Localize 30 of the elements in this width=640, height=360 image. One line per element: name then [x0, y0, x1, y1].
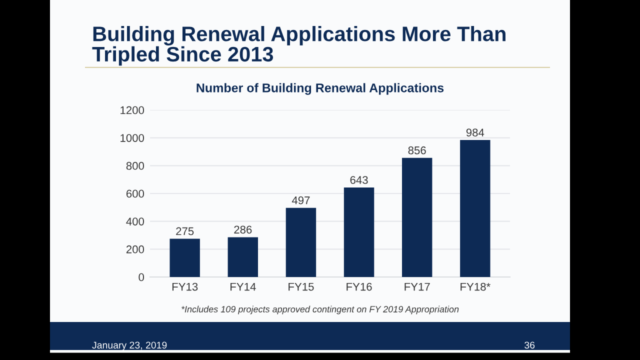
- bar: [228, 237, 258, 277]
- text: *Includes 109 projects approved contingent on FY 2019 Appropriation: [182, 306, 459, 314]
- x-tick-label: FY14: [230, 282, 256, 291]
- y-tick-label: 1200: [120, 106, 144, 114]
- y-tick-label: 600: [126, 190, 144, 198]
- data-label: 275: [176, 227, 194, 236]
- y-tick-label: 800: [126, 162, 144, 170]
- data-label: 286: [234, 226, 252, 234]
- text: January 23, 2019: [92, 342, 167, 351]
- x-tick-label: FY17: [404, 282, 430, 291]
- bar: [170, 238, 200, 277]
- chart-subtitle: Number of Building Renewal Applications: [196, 83, 444, 95]
- data-label: 497: [292, 196, 310, 204]
- data-label: 643: [350, 176, 368, 184]
- y-tick-label: 0: [138, 273, 144, 282]
- bar: [286, 208, 316, 277]
- x-tick-label: FY16: [346, 282, 372, 291]
- chart-title: Building Renewal Applications More Than Tripled Since 2013: [92, 26, 506, 66]
- bar: [344, 188, 374, 277]
- bar: [460, 140, 490, 277]
- x-tick-label: FY18*: [460, 282, 490, 291]
- x-tick-label: FY15: [288, 282, 314, 291]
- data-label: 984: [466, 128, 484, 136]
- y-tick-label: 1000: [120, 134, 144, 142]
- bar: [402, 158, 432, 277]
- y-tick-label: 200: [126, 245, 144, 254]
- y-tick-label: 400: [126, 218, 144, 226]
- x-tick-label: FY13: [172, 282, 198, 291]
- text: 36: [524, 342, 535, 349]
- data-label: 856: [408, 146, 426, 154]
